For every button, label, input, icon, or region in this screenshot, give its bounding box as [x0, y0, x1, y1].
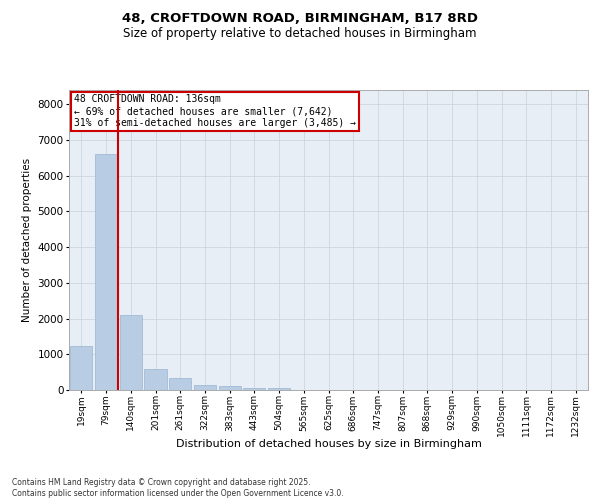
Text: Contains HM Land Registry data © Crown copyright and database right 2025.
Contai: Contains HM Land Registry data © Crown c… [12, 478, 344, 498]
Bar [95, 154, 117, 390]
Bar [145, 368, 167, 390]
Bar [169, 378, 191, 390]
Y-axis label: Number of detached properties: Number of detached properties [22, 158, 32, 322]
Bar [218, 386, 241, 390]
X-axis label: Distribution of detached houses by size in Birmingham: Distribution of detached houses by size … [176, 439, 481, 449]
Bar [70, 346, 92, 390]
Text: 48 CROFTDOWN ROAD: 136sqm
← 69% of detached houses are smaller (7,642)
31% of se: 48 CROFTDOWN ROAD: 136sqm ← 69% of detac… [74, 94, 356, 128]
Text: Size of property relative to detached houses in Birmingham: Size of property relative to detached ho… [123, 28, 477, 40]
Bar [194, 386, 216, 390]
Bar [268, 388, 290, 390]
Text: 48, CROFTDOWN ROAD, BIRMINGHAM, B17 8RD: 48, CROFTDOWN ROAD, BIRMINGHAM, B17 8RD [122, 12, 478, 26]
Bar [119, 315, 142, 390]
Bar [243, 388, 265, 390]
